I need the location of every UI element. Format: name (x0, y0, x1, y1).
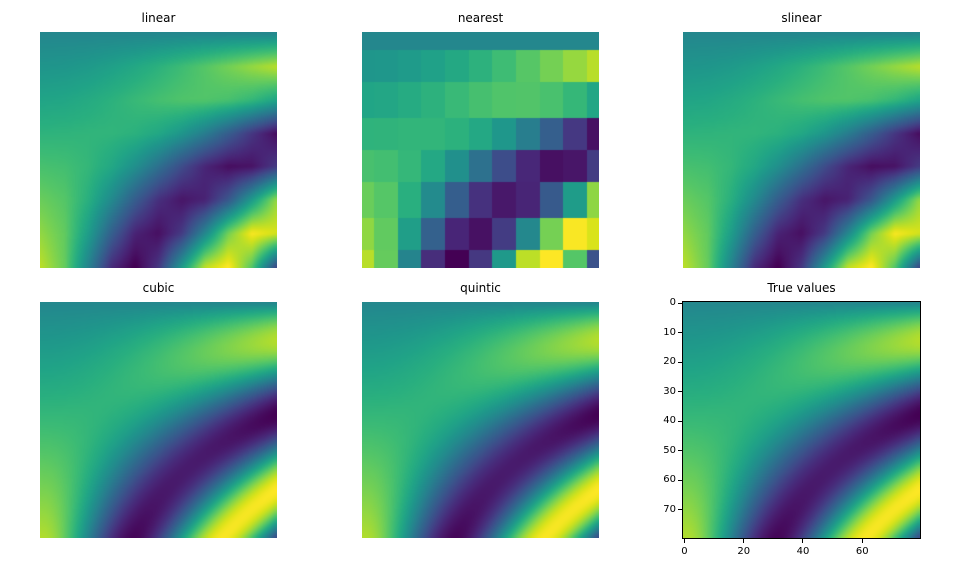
y-tick-label: 0 (669, 297, 676, 309)
x-tick-mark (862, 539, 863, 543)
x-tick-label: 40 (796, 546, 810, 557)
subplot-true-values: True values 0 10 20 30 40 50 60 70 0 20 40 60 (663, 281, 921, 557)
y-tick-label: 50 (663, 444, 676, 456)
heatmap-cubic (40, 302, 277, 538)
subplot-title-linear: linear (141, 11, 176, 25)
subplot-quintic: quintic (362, 281, 599, 538)
subplot-slinear: slinear (683, 11, 920, 268)
y-tick-mark (678, 421, 682, 422)
subplot-title-nearest: nearest (457, 11, 504, 25)
y-tick-label: 70 (663, 503, 676, 515)
subplot-title-cubic: cubic (142, 281, 175, 295)
y-tick-label: 20 (663, 356, 676, 368)
y-tick-mark (678, 450, 682, 451)
x-tick-mark (802, 539, 803, 543)
subplot-title-true-values: True values (767, 281, 836, 295)
y-tick-mark (678, 509, 682, 510)
subplot-title-quintic: quintic (460, 281, 501, 295)
heatmap-linear (40, 32, 277, 268)
y-tick-label: 40 (663, 415, 676, 427)
y-tick-label: 10 (663, 326, 676, 338)
subplot-linear: linear (40, 11, 277, 268)
y-tick-mark (678, 303, 682, 304)
x-tick-label: 60 (855, 546, 869, 557)
y-tick-mark (678, 332, 682, 333)
heatmap-nearest (362, 32, 599, 268)
x-tick-label: 0 (681, 546, 688, 557)
y-tick-label: 60 (663, 474, 676, 486)
subplot-nearest: nearest (362, 11, 599, 268)
subplot-cubic: cubic (40, 281, 277, 538)
x-tick-mark (743, 539, 744, 543)
y-tick-mark (678, 362, 682, 363)
y-tick-mark (678, 480, 682, 481)
heatmap-quintic (362, 302, 599, 538)
y-tick-mark (678, 391, 682, 392)
y-tick-label: 30 (663, 385, 676, 397)
x-tick-mark (684, 539, 685, 543)
x-tick-label: 20 (737, 546, 751, 557)
heatmap-true-values (683, 302, 920, 538)
heatmap-slinear (683, 32, 920, 268)
subplot-title-slinear: slinear (781, 11, 822, 25)
